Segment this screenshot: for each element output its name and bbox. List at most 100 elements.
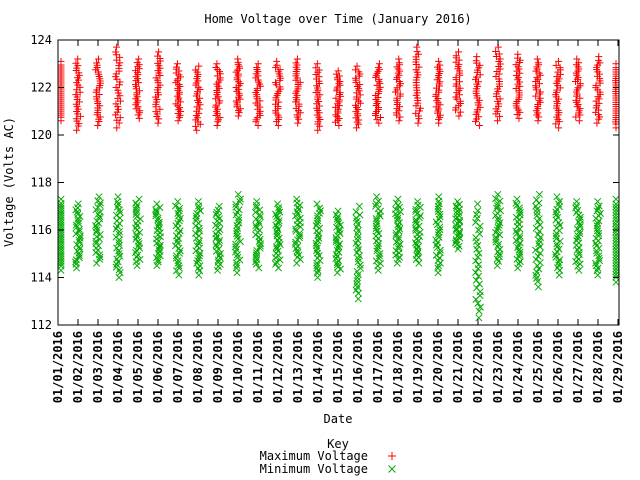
data-point-max	[116, 114, 124, 122]
y-tick-label: 118	[30, 176, 52, 190]
data-point-min	[494, 243, 502, 251]
data-point-min	[152, 254, 161, 262]
legend-marker-minimum	[388, 465, 396, 473]
data-point-max	[534, 59, 542, 67]
data-point-min	[252, 204, 260, 212]
data-point-max	[176, 104, 184, 112]
data-point-min	[513, 195, 521, 203]
data-point-max	[72, 115, 80, 123]
data-point-min	[412, 224, 420, 232]
data-point-min	[534, 283, 542, 291]
data-point-min	[314, 273, 322, 282]
x-tick-label: 01/20/2016	[431, 331, 445, 403]
x-tick-label: 01/07/2016	[171, 331, 185, 403]
data-point-min	[355, 202, 363, 210]
data-point-max	[396, 90, 404, 98]
data-point-min	[354, 289, 362, 297]
data-point-min	[552, 235, 560, 243]
data-point-min	[132, 206, 140, 214]
data-point-min	[74, 200, 82, 208]
data-point-max	[312, 64, 320, 72]
data-point-min	[214, 258, 222, 266]
data-point-min	[476, 303, 484, 311]
data-point-min	[252, 215, 260, 223]
x-tick-label: 01/28/2016	[591, 331, 605, 403]
legend: Key Maximum Voltage Minimum Voltage	[260, 437, 396, 476]
data-point-min	[234, 253, 242, 261]
data-point-min	[333, 246, 341, 254]
data-point-min	[493, 262, 501, 270]
data-point-min	[213, 232, 221, 240]
data-point-max	[532, 92, 540, 100]
data-point-min	[475, 314, 483, 322]
data-point-min	[472, 218, 480, 226]
data-point-min	[512, 237, 520, 245]
data-point-min	[333, 252, 341, 261]
data-point-max	[94, 122, 102, 129]
data-point-max	[376, 114, 384, 122]
data-point-min	[553, 242, 561, 251]
data-point-max	[192, 122, 200, 130]
data-point-max	[373, 116, 381, 124]
data-point-min	[255, 233, 263, 241]
data-point-max	[213, 122, 221, 129]
data-point-min	[475, 249, 483, 257]
data-point-min	[576, 260, 584, 268]
data-point-min	[253, 197, 261, 206]
data-point-min	[354, 242, 362, 250]
data-point-max	[73, 126, 81, 134]
data-point-max	[252, 99, 260, 107]
data-point-min	[133, 222, 141, 230]
data-point-min	[373, 217, 381, 225]
data-point-min	[472, 276, 480, 284]
data-point-min	[216, 236, 224, 245]
data-point-max	[572, 96, 580, 104]
data-point-min	[275, 217, 283, 225]
data-point-min	[193, 209, 201, 217]
data-point-min	[514, 243, 522, 252]
data-point-max	[154, 119, 162, 127]
data-point-min	[496, 197, 504, 205]
y-tick-label: 120	[30, 128, 52, 142]
data-point-max	[612, 124, 620, 132]
data-point-min	[415, 214, 423, 222]
data-point-min	[234, 190, 242, 198]
data-point-min	[234, 224, 242, 232]
data-point-max	[413, 43, 421, 51]
data-point-max	[496, 55, 504, 63]
data-point-min	[193, 259, 201, 267]
data-point-max	[353, 62, 361, 70]
data-point-min	[594, 271, 602, 279]
data-point-max	[495, 50, 503, 58]
data-point-min	[535, 190, 544, 198]
data-point-min	[412, 218, 420, 226]
data-point-min	[96, 230, 104, 239]
data-point-max	[235, 62, 243, 70]
data-point-min	[572, 204, 580, 212]
data-point-min	[612, 223, 620, 231]
data-point-min	[612, 278, 620, 286]
data-point-min	[315, 204, 324, 212]
data-point-min	[335, 219, 343, 227]
data-point-max	[575, 117, 583, 125]
x-tick-label: 01/19/2016	[411, 331, 425, 403]
data-point-min	[556, 197, 564, 206]
data-point-min	[514, 264, 522, 272]
data-point-min	[432, 251, 440, 259]
data-point-min	[236, 195, 244, 203]
x-tick-label: 01/16/2016	[351, 331, 365, 403]
data-point-min	[612, 217, 620, 225]
data-point-max	[113, 43, 121, 51]
x-tick-label: 01/13/2016	[291, 331, 305, 403]
data-point-max	[576, 80, 584, 88]
data-point-min	[573, 237, 581, 245]
data-point-max	[353, 124, 361, 132]
data-point-min	[392, 231, 400, 240]
data-point-min	[215, 252, 223, 260]
data-point-min	[612, 234, 620, 242]
data-point-min	[92, 224, 101, 232]
data-point-min	[612, 225, 620, 233]
data-point-min	[474, 272, 483, 280]
data-point-min	[272, 210, 280, 218]
data-point-min	[256, 206, 264, 214]
